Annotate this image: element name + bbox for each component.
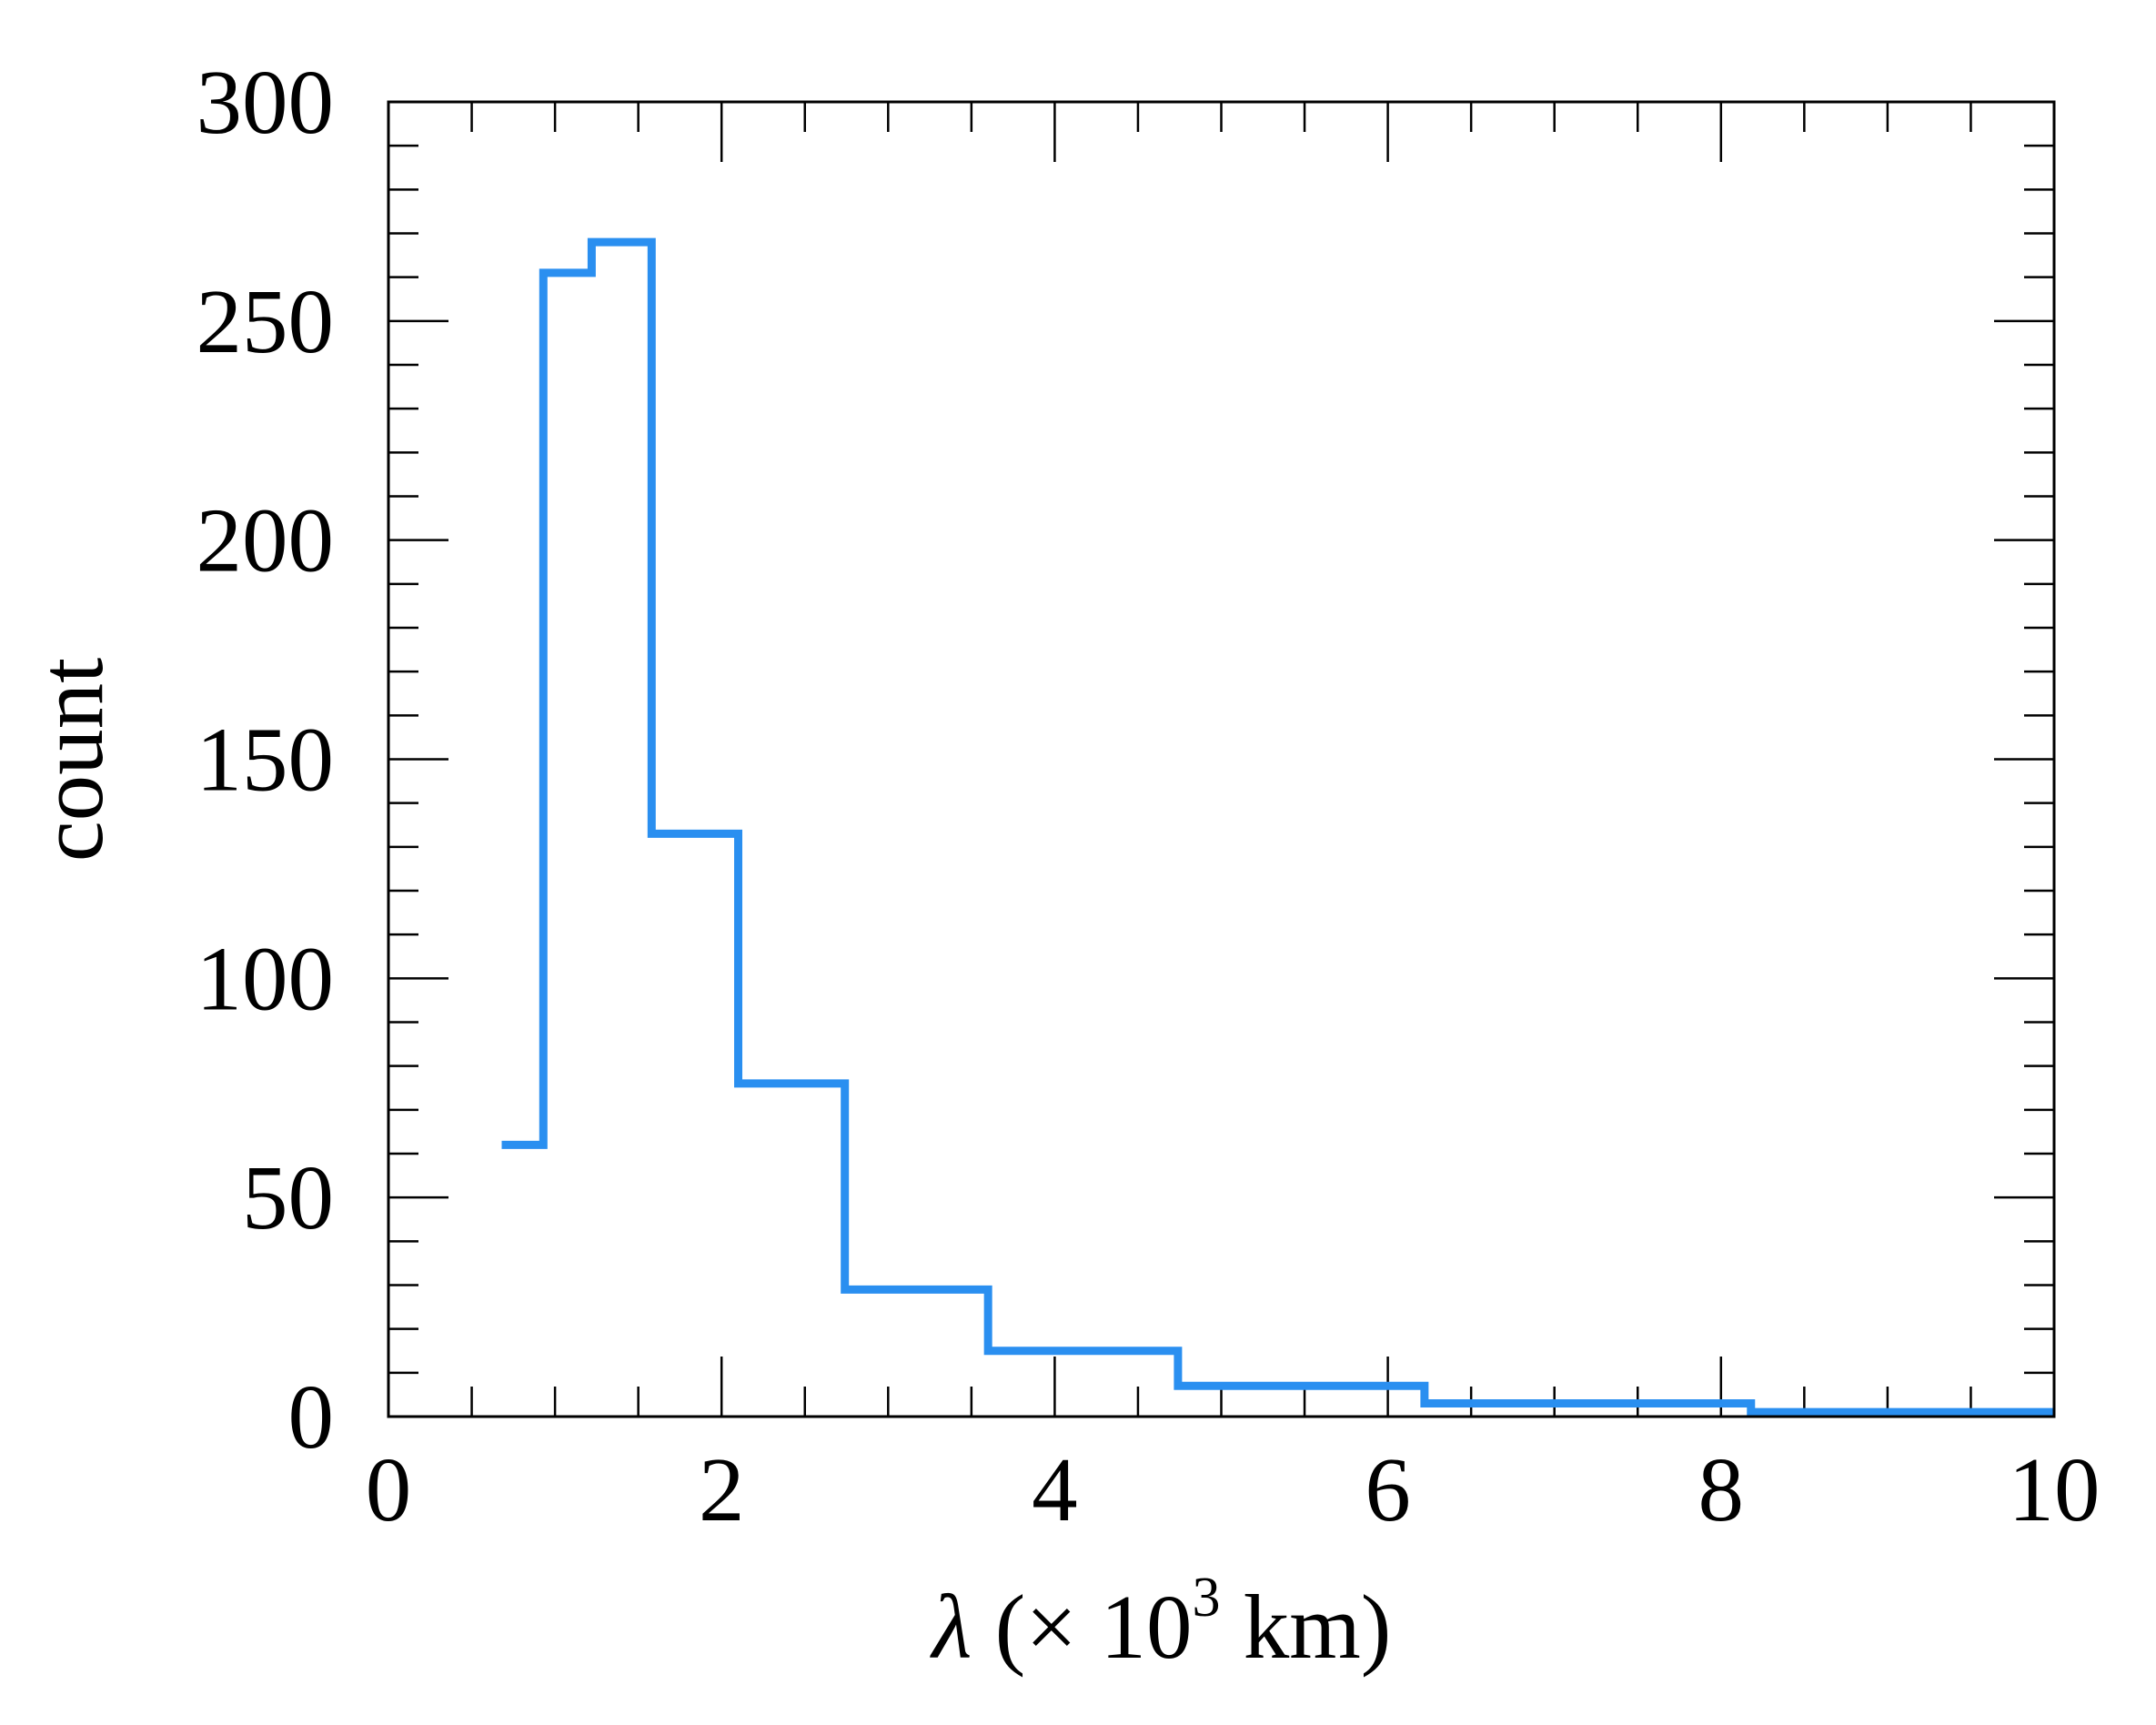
histogram-series-line: [501, 237, 2054, 1417]
y-tick-label: 50: [242, 1146, 334, 1248]
y-tick-label: 300: [196, 51, 335, 153]
x-tick-label: 2: [699, 1438, 745, 1540]
x-tick-label: 4: [1032, 1438, 1078, 1540]
x-axis-title-prefix: (× 10: [972, 1576, 1192, 1678]
y-tick-label: 250: [196, 270, 335, 372]
x-tick-labels: 0 2 4 6 8 10: [366, 1438, 2101, 1540]
y-tick-label: 0: [288, 1366, 335, 1468]
y-axis-title: count: [20, 658, 122, 862]
x-axis-title-suffix: km): [1220, 1576, 1391, 1678]
plot-frame: [387, 100, 2056, 1418]
y-tick-label: 150: [196, 709, 335, 811]
y-tick-label: 100: [196, 927, 335, 1029]
x-axis-title-symbol: λ: [930, 1576, 972, 1678]
tick-marks: [387, 100, 2056, 1418]
x-axis-title: λ (× 103 km): [930, 1567, 1392, 1678]
y-tick-labels: 0 50 100 150 200 250 300: [196, 51, 335, 1468]
x-tick-label: 0: [366, 1438, 412, 1540]
x-axis-title-exponent: 3: [1192, 1567, 1220, 1629]
x-tick-label: 10: [2009, 1438, 2101, 1540]
y-tick-label: 200: [196, 489, 335, 591]
x-tick-label: 6: [1365, 1438, 1411, 1540]
x-tick-label: 8: [1698, 1438, 1745, 1540]
